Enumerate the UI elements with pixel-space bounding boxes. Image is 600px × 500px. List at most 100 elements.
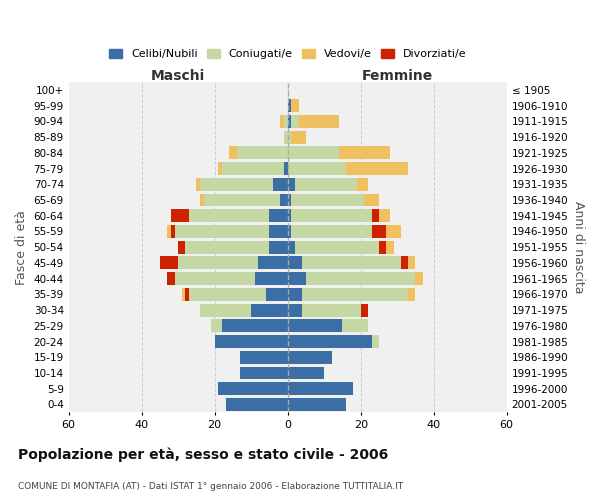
Bar xyxy=(339,146,390,159)
Bar xyxy=(287,194,292,206)
Bar xyxy=(280,115,284,128)
Bar xyxy=(295,240,379,254)
Bar xyxy=(200,194,204,206)
Text: Femmine: Femmine xyxy=(362,69,433,83)
Bar xyxy=(386,240,394,254)
Bar xyxy=(287,382,353,395)
Bar xyxy=(189,210,269,222)
Bar xyxy=(222,320,287,332)
Bar xyxy=(178,240,185,254)
Bar xyxy=(160,256,178,270)
Bar xyxy=(302,304,361,316)
Y-axis label: Fasce di età: Fasce di età xyxy=(15,210,28,284)
Bar xyxy=(287,256,302,270)
Bar xyxy=(364,194,379,206)
Bar xyxy=(218,382,287,395)
Bar xyxy=(229,146,236,159)
Bar xyxy=(343,320,368,332)
Bar xyxy=(287,240,295,254)
Bar xyxy=(269,225,287,238)
Bar xyxy=(287,146,339,159)
Bar xyxy=(284,162,287,175)
Bar xyxy=(269,240,287,254)
Text: COMUNE DI MONTAFIA (AT) - Dati ISTAT 1° gennaio 2006 - Elaborazione TUTTITALIA.I: COMUNE DI MONTAFIA (AT) - Dati ISTAT 1° … xyxy=(18,482,403,491)
Bar xyxy=(292,115,299,128)
Bar xyxy=(371,210,379,222)
Bar xyxy=(292,99,299,112)
Bar xyxy=(284,130,287,143)
Bar xyxy=(226,398,287,411)
Bar xyxy=(215,335,287,348)
Bar xyxy=(287,225,292,238)
Bar xyxy=(287,320,343,332)
Bar xyxy=(292,194,364,206)
Bar xyxy=(379,210,390,222)
Bar xyxy=(401,256,408,270)
Bar xyxy=(295,178,357,190)
Bar xyxy=(346,162,408,175)
Bar xyxy=(218,162,222,175)
Bar xyxy=(240,366,287,380)
Bar xyxy=(287,99,292,112)
Bar xyxy=(222,162,284,175)
Bar xyxy=(273,178,287,190)
Bar xyxy=(255,272,287,285)
Bar xyxy=(240,351,287,364)
Bar xyxy=(287,304,302,316)
Bar xyxy=(361,304,368,316)
Bar xyxy=(167,272,175,285)
Bar xyxy=(357,178,368,190)
Bar xyxy=(287,115,292,128)
Bar xyxy=(269,210,287,222)
Text: Popolazione per età, sesso e stato civile - 2006: Popolazione per età, sesso e stato civil… xyxy=(18,448,388,462)
Bar xyxy=(200,178,273,190)
Bar xyxy=(287,272,306,285)
Bar xyxy=(196,178,200,190)
Bar xyxy=(266,288,287,301)
Bar xyxy=(371,335,379,348)
Bar xyxy=(287,130,292,143)
Bar xyxy=(280,194,287,206)
Bar xyxy=(287,351,331,364)
Text: Maschi: Maschi xyxy=(151,69,205,83)
Bar xyxy=(189,288,266,301)
Bar xyxy=(185,288,189,301)
Bar xyxy=(287,398,346,411)
Bar xyxy=(379,240,386,254)
Bar xyxy=(299,115,339,128)
Bar xyxy=(287,178,295,190)
Bar xyxy=(204,194,280,206)
Bar xyxy=(200,304,251,316)
Bar xyxy=(287,366,324,380)
Bar xyxy=(292,225,371,238)
Bar xyxy=(408,288,415,301)
Bar xyxy=(182,288,185,301)
Bar xyxy=(287,288,302,301)
Bar xyxy=(306,272,415,285)
Bar xyxy=(236,146,287,159)
Bar xyxy=(415,272,423,285)
Bar xyxy=(259,256,287,270)
Bar xyxy=(408,256,415,270)
Bar xyxy=(175,225,269,238)
Bar xyxy=(178,256,259,270)
Bar xyxy=(185,240,269,254)
Bar xyxy=(211,320,222,332)
Bar xyxy=(371,225,386,238)
Bar xyxy=(175,272,255,285)
Bar xyxy=(287,210,292,222)
Bar xyxy=(292,130,306,143)
Bar xyxy=(171,210,189,222)
Bar xyxy=(287,335,371,348)
Bar xyxy=(284,115,287,128)
Bar xyxy=(386,225,401,238)
Legend: Celibi/Nubili, Coniugati/e, Vedovi/e, Divorziati/e: Celibi/Nubili, Coniugati/e, Vedovi/e, Di… xyxy=(104,44,471,64)
Bar xyxy=(171,225,175,238)
Bar xyxy=(302,256,401,270)
Bar xyxy=(292,210,371,222)
Bar xyxy=(167,225,171,238)
Y-axis label: Anni di nascita: Anni di nascita xyxy=(572,201,585,294)
Bar xyxy=(302,288,408,301)
Bar xyxy=(287,162,346,175)
Bar xyxy=(251,304,287,316)
